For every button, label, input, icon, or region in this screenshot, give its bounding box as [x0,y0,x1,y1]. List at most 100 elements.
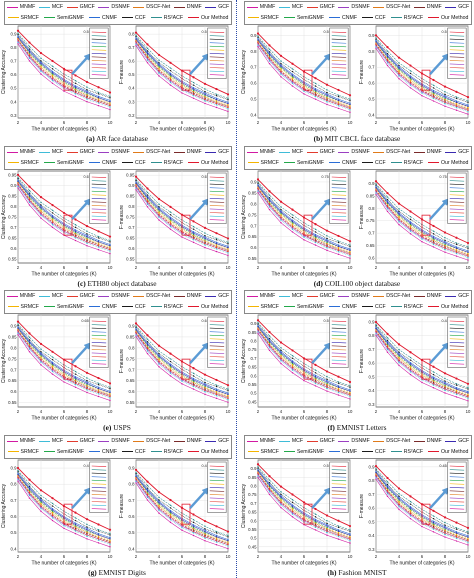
legend-label: MCF [51,438,64,444]
inset-line [91,180,107,182]
inset-line [331,219,347,221]
data-point [135,478,137,480]
data-point [409,512,412,515]
data-point [432,238,435,240]
data-point [51,515,54,518]
data-point [215,541,218,543]
subfigure-caption: (h) Fashion MNIST [240,568,474,578]
x-tick-label: 4 [280,409,283,414]
legend-swatch [43,17,55,19]
legend-item: SRMCF [7,13,39,24]
data-point [215,384,218,386]
data-point [204,100,206,102]
data-point [257,190,259,192]
data-point [146,346,149,348]
data-point [28,488,31,490]
data-point [257,470,259,472]
data-point [74,234,77,236]
data-point [135,475,137,478]
data-point [158,512,160,514]
inset-line [209,219,225,221]
data-point [51,214,54,217]
data-point [326,103,328,106]
data-point [51,218,54,221]
legend-label: SemiGNMF [56,159,85,166]
data-point [314,233,317,236]
y-tick-label: 0.3 [369,402,376,407]
y-tick-label: 0.6 [251,245,258,250]
inset-line [91,42,107,44]
data-point [386,198,389,201]
data-point [386,56,389,59]
data-point [398,72,400,75]
legend-item: MCF [38,436,64,447]
legend-item: Our Method [188,158,228,169]
data-point [326,387,328,390]
data-point [97,538,100,540]
data-point [326,94,328,96]
data-point [467,259,469,261]
data-point [17,473,19,476]
y-tick-label: 0.9 [129,323,136,328]
y-tick-label: 0.75 [8,215,17,220]
plot-right: 0.950.90.850.80.750.70.650.60.552 4 6 8 10Th… [119,170,231,278]
inset-line [331,183,347,185]
y-axis-label: Clustering Accuracy [1,49,7,94]
data-point [158,219,160,221]
legend-item: SRMCF [247,302,279,313]
data-point [374,465,378,468]
data-point [204,237,206,240]
data-point [314,372,317,374]
data-point [74,380,77,382]
data-point [268,201,271,203]
data-point [40,501,42,503]
data-point [291,226,294,228]
y-tick-label: 0.3 [129,99,136,104]
data-point [409,356,412,359]
data-point [215,378,218,382]
legend-swatch [66,295,78,297]
inset-tick-label: 0.4 [201,464,206,468]
data-point [291,82,294,85]
data-point [337,107,340,110]
legend-item: GMCF [66,436,95,447]
y-tick-label: 0.55 [248,256,257,261]
data-point [280,497,282,500]
x-tick-label: 2 [375,409,378,414]
y-tick-label: 0.6 [11,246,18,251]
data-point [109,239,111,242]
legend-label: DSNMF [111,293,130,299]
data-point [204,93,206,96]
data-point [257,324,259,327]
data-point [74,226,77,229]
y-tick-label: 0.55 [8,256,17,261]
data-point [227,104,229,106]
data-point [86,391,88,394]
y-tick-label: 0.8 [251,484,258,489]
data-point [215,246,218,249]
legend-swatch [329,451,341,453]
series-line [257,188,351,255]
data-point [349,106,351,108]
inset-line [209,201,225,203]
data-point [204,241,206,244]
inset-line [209,183,225,185]
data-point [146,499,149,501]
data-point [443,231,447,234]
data-point [17,178,19,180]
legend-item: MNMF [246,147,275,158]
data-point [28,192,31,194]
data-point [204,236,206,238]
inset-line [331,504,347,506]
legend-swatch [329,162,341,164]
data-point [63,90,65,92]
subfigure-caption: (d) COIL100 object database [240,279,474,289]
data-point [28,55,31,57]
data-point [135,326,137,329]
highlight-box [181,358,191,380]
legend-swatch [338,151,350,153]
data-point [398,66,400,68]
data-point [409,225,412,227]
data-point [108,382,112,385]
